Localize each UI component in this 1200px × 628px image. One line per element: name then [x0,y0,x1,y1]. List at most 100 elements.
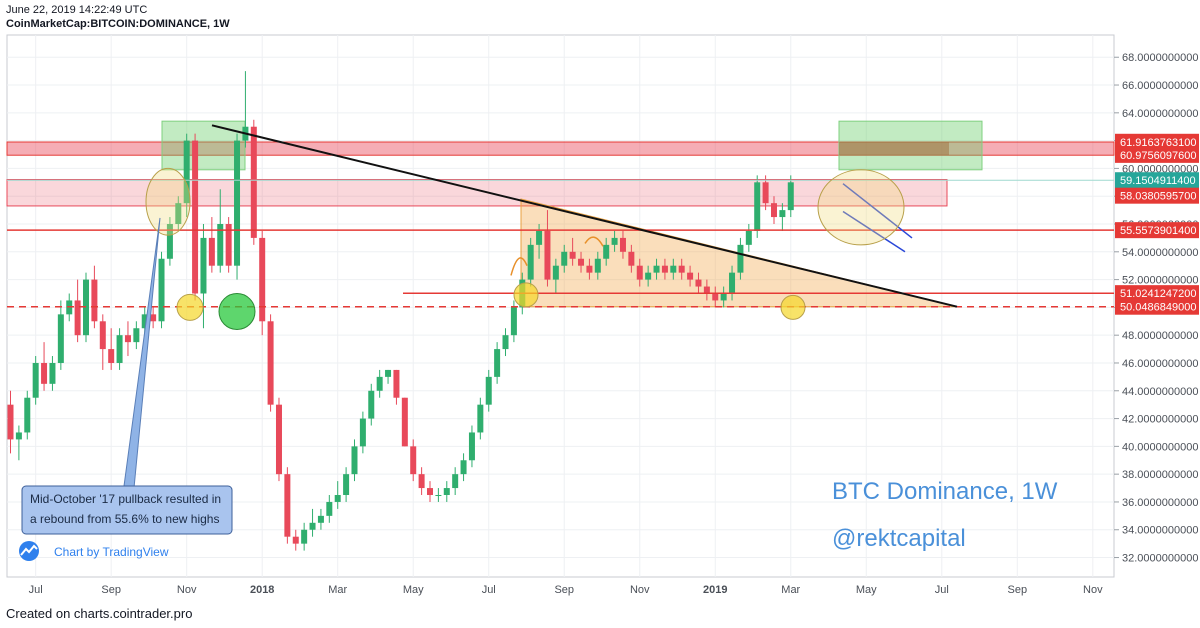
candle-body [661,265,668,273]
candle-body [217,224,224,266]
price-tag-label: 58.0380595700 [1120,191,1196,203]
x-tick-label: Nov [177,584,197,596]
y-tick-label: 54.0000000000 [1122,247,1198,259]
highlight-circle-2017-green [218,293,256,331]
price-tag-label: 55.5573901400 [1120,225,1196,237]
candle-body [133,328,140,343]
channel-line-upper [842,183,913,239]
candle-body [427,488,433,496]
candle-body [527,244,534,280]
price-tag-label: 50.0486849000 [1120,302,1196,314]
annotation-arc-1 [510,257,528,276]
candle-body [729,272,736,294]
price-tag-label: 60.9756097600 [1120,150,1196,162]
y-tick-label: 38.0000000000 [1122,469,1198,481]
callout-line1: Mid-October '17 pullback resulted in [30,492,221,506]
candle-body [510,307,517,336]
candles [7,71,794,551]
candle-body [628,251,635,266]
price-tag-label: 61.9163763100 [1120,137,1196,149]
x-tick-label: May [856,584,877,596]
candle-body [578,258,585,266]
y-tick-label: 68.0000000000 [1122,52,1198,64]
candle-body [754,182,761,231]
price-tag [1115,285,1199,302]
candle-body [150,314,157,322]
candle-body [552,265,559,280]
price-tag [1115,133,1199,150]
candle-body [385,369,392,377]
candle-body [57,314,64,363]
watermark-title: BTC Dominance, 1W [832,478,1058,505]
y-tick-label: 66.0000000000 [1122,80,1198,92]
candle-body [24,397,31,433]
candle-body [359,418,366,447]
overlays [7,124,1114,331]
callout-box [21,485,233,535]
candle-body [720,293,727,301]
candle-body [99,321,106,350]
candle-body [460,460,467,475]
y-tick-label: 48.0000000000 [1122,330,1198,342]
candle-body [636,265,643,280]
candle-body [267,321,274,405]
candle-body [275,404,282,475]
candle-body [745,230,752,245]
footer-credit: Created on charts.cointrader.pro [6,606,193,621]
candle-body [351,446,358,475]
grid [7,35,1114,577]
candle-body [594,258,601,273]
candle-body [770,203,777,218]
candle-body [401,397,408,447]
candle-body [141,314,148,329]
y-tick-label: 44.0000000000 [1122,386,1198,398]
tradingview-branding[interactable]: Chart by TradingView [19,541,169,561]
candle-body [712,293,719,301]
candle-body [393,369,400,398]
symbol-label: CoinMarketCap:BITCOIN:DOMINANCE, 1W [6,18,230,30]
y-tick-label: 64.0000000000 [1122,108,1198,120]
candle-body [234,140,241,266]
x-tick-label: Mar [328,584,347,596]
annotation-arc-2 [584,236,604,247]
highlight-circle-2018-low [513,282,539,308]
candle-body [166,224,173,259]
candle-body [410,446,417,475]
candle-body [183,140,190,204]
candle-body [645,272,652,280]
candle-body [124,335,131,343]
candle-body [343,474,350,496]
price-tag [1115,222,1199,239]
candle-body [74,300,81,336]
candle-body [49,362,56,384]
x-tick-label: Jul [935,584,949,596]
candle-body [670,265,677,273]
candle-body [32,362,39,398]
candle-body [544,230,551,280]
candle-body [41,362,48,384]
watermark-handle: @rektcapital [832,525,966,552]
candle-body [250,126,257,238]
x-axis: Jul Sep Nov 2018 Mar May Jul Sep Nov 2019 Mar May Ju… [29,584,1103,596]
candle-body [284,474,291,537]
candle-body [452,474,459,489]
candle-body [494,349,501,377]
x-tick-label: 2018 [250,584,274,596]
candle-body [477,404,484,433]
candle-body [468,432,475,461]
candle-body [326,501,333,516]
tradingview-label[interactable]: Chart by TradingView [54,545,169,559]
x-tick-label: Mar [781,584,800,596]
candle-body [158,258,165,322]
candle-body [611,237,618,245]
x-tick-label: 2019 [703,584,727,596]
x-tick-label: Nov [1083,584,1103,596]
candle-body [208,237,215,266]
candle-body [292,536,299,544]
candle-body [83,279,90,336]
y-tick-label: 34.0000000000 [1122,525,1198,537]
candle-body [569,251,576,259]
candle-body [536,230,543,245]
